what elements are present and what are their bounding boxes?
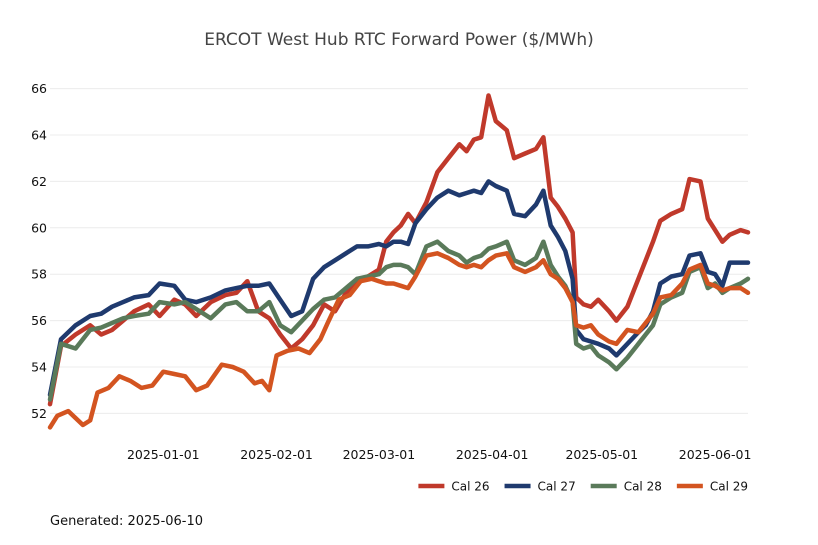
x-tick-label: 2025-02-01 <box>240 447 313 462</box>
y-tick-label: 64 <box>31 127 47 142</box>
x-tick-label: 2025-03-01 <box>343 447 416 462</box>
series-line-cal-27 <box>47 179 751 398</box>
legend-item-cal-27: Cal 27 <box>504 480 576 494</box>
series-line-cal-28 <box>47 239 751 402</box>
series-line-cal-29 <box>47 251 751 430</box>
x-tick-label: 2025-06-01 <box>679 447 752 462</box>
legend-label: Cal 27 <box>538 480 576 494</box>
y-tick-label: 56 <box>31 313 47 328</box>
legend-item-cal-29: Cal 29 <box>676 480 748 494</box>
legend-item-cal-26: Cal 26 <box>418 480 490 494</box>
grid <box>50 88 748 414</box>
y-tick-label: 52 <box>31 406 47 421</box>
y-axis-tick-labels: 52 54 56 58 60 62 64 66 <box>31 81 47 421</box>
generated-footer: Generated: 2025-06-10 <box>50 514 203 529</box>
series-line-cal-26 <box>47 93 751 407</box>
legend-label: Cal 26 <box>451 480 489 494</box>
legend-label: Cal 28 <box>624 480 662 494</box>
x-tick-label: 2025-01-01 <box>127 447 200 462</box>
y-tick-label: 54 <box>31 360 47 375</box>
x-tick-label: 2025-04-01 <box>456 447 529 462</box>
y-tick-label: 58 <box>31 267 47 282</box>
x-tick-label: 2025-05-01 <box>565 447 638 462</box>
legend: Cal 26 Cal 27 Cal 28 Cal 29 <box>418 480 748 494</box>
x-axis-tick-labels: 2025-01-01 2025-02-01 2025-03-01 2025-04-01… <box>127 447 751 462</box>
y-tick-label: 60 <box>31 220 47 235</box>
y-tick-label: 62 <box>31 174 47 189</box>
chart-title: ERCOT West Hub RTC Forward Power ($/MWh) <box>204 30 594 50</box>
legend-item-cal-28: Cal 28 <box>590 480 662 494</box>
series-lines <box>47 93 751 430</box>
y-tick-label: 66 <box>31 81 47 96</box>
legend-label: Cal 29 <box>710 480 748 494</box>
